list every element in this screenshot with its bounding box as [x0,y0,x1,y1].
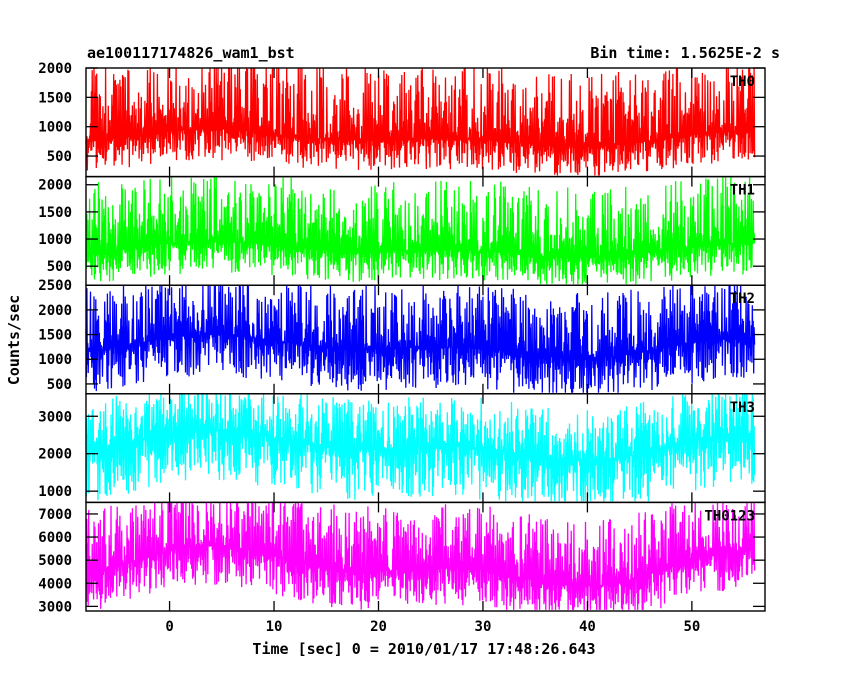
y-tick-label: 1500 [38,328,72,344]
x-tick-label: 20 [370,619,387,635]
panel-label-th3: TH3 [730,400,755,416]
x-axis-label: Time [sec] 0 = 2010/01/17 17:48:26.643 [252,640,596,658]
panel-label-th2: TH2 [730,291,755,307]
y-tick-label: 500 [47,377,72,393]
y-tick-label: 1000 [38,232,72,248]
y-tick-label: 3000 [38,599,72,615]
y-tick-label: 2000 [38,447,72,463]
y-tick-label: 2000 [38,178,72,194]
y-tick-label: 1500 [38,90,72,106]
y-tick-label: 2500 [38,278,72,294]
y-tick-label: 3000 [38,409,72,425]
x-tick-label: 30 [475,619,492,635]
series-line-th0123 [85,502,756,610]
y-tick-label: 1500 [38,205,72,221]
y-tick-label: 4000 [38,576,72,592]
x-tick-label: 50 [683,619,700,635]
x-tick-label: 0 [165,619,173,635]
series-line-th0 [85,67,756,176]
series-line-th2 [85,285,756,393]
y-tick-label: 1000 [38,120,72,136]
panel-frame-th0123 [85,501,766,612]
y-tick-label: 6000 [38,530,72,546]
x-tick-label: 10 [266,619,283,635]
y-tick-label: 7000 [38,507,72,523]
y-tick-label: 1000 [38,352,72,368]
chart-title: ae100117174826_wam1_bst [87,44,295,62]
y-tick-label: 500 [47,259,72,275]
bin-time-label: Bin time: 1.5625E-2 s [590,44,780,62]
panel-label-th0123: TH0123 [704,508,755,524]
x-tick-label: 40 [579,619,596,635]
series-line-th3 [85,393,756,502]
y-tick-label: 2000 [38,303,72,319]
panel-label-th0: TH0 [730,74,755,90]
y-tick-label: 2000 [38,61,72,77]
y-tick-label: 1000 [38,484,72,500]
y-tick-label: 5000 [38,553,72,569]
series-line-th1 [85,176,756,285]
y-tick-label: 500 [47,149,72,165]
panel-label-th1: TH1 [730,183,755,199]
